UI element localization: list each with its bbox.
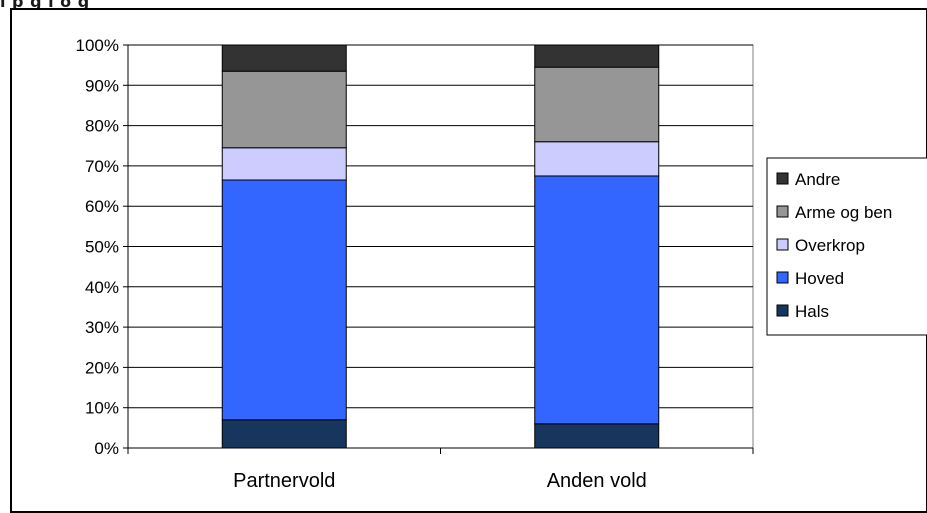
y-tick-label: 70% (85, 157, 119, 176)
y-tick-labels: 0% 10% 20% 30% 40% 50% 60% 70% 80% 90% 100% (76, 36, 119, 458)
axes (123, 44, 754, 454)
legend-swatch[interactable] (776, 271, 789, 284)
legend-label[interactable]: Overkrop (795, 236, 865, 255)
category-label: Partnervold (233, 470, 335, 492)
y-tick-label: 10% (85, 399, 119, 418)
y-tick-label: 50% (85, 238, 119, 257)
legend-swatch[interactable] (776, 304, 789, 317)
bar-segment-hoved (534, 175, 660, 425)
bar-segment-arme-og-ben (221, 70, 347, 149)
bar-segment-andre (534, 44, 660, 68)
y-tick-label: 60% (85, 197, 119, 216)
legend-label[interactable]: Hals (795, 302, 829, 321)
bar-segment-arme-og-ben (534, 66, 660, 143)
y-tick-label: 100% (76, 36, 119, 55)
y-tick-label: 30% (85, 318, 119, 337)
bars (221, 44, 660, 449)
category-labels: Partnervold Anden vold (233, 470, 647, 492)
bar-segment-overkrop (221, 147, 347, 181)
y-tick-label: 80% (85, 117, 119, 136)
legend-swatch[interactable] (776, 172, 789, 185)
legend-swatch[interactable] (776, 205, 789, 218)
category-label: Anden vold (547, 470, 647, 492)
bar-segment-hoved (221, 179, 347, 421)
y-tick-label: 0% (94, 439, 119, 458)
bar-segment-andre (221, 44, 347, 72)
legend-swatch[interactable] (776, 238, 789, 251)
bar-segment-hals (221, 419, 347, 449)
header-fragment: l p g l o g (0, 0, 90, 11)
legend-label[interactable]: Andre (795, 170, 840, 189)
legend[interactable]: Andre Arme og ben Overkrop Hoved Hals (766, 157, 927, 336)
legend-label[interactable]: Arme og ben (795, 203, 892, 222)
y-tick-label: 20% (85, 358, 119, 377)
legend-box (766, 157, 927, 336)
legend-label[interactable]: Hoved (795, 269, 844, 288)
bar-segment-hals (534, 423, 660, 449)
bar-segment-overkrop (534, 141, 660, 177)
y-tick-label: 90% (85, 76, 119, 95)
y-tick-label: 40% (85, 278, 119, 297)
